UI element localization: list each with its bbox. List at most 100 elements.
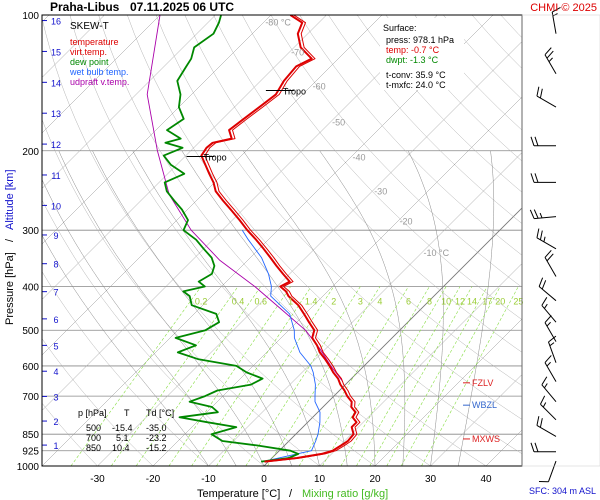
wind-barb-half xyxy=(539,212,543,219)
pressure-tick-label: 100 xyxy=(22,11,39,22)
pressure-tick-label: 400 xyxy=(22,283,39,294)
moist-adiabat xyxy=(58,150,265,466)
dry-adiabat xyxy=(213,15,522,353)
wind-barb-flag xyxy=(544,47,552,56)
temperature-line xyxy=(200,15,358,463)
mixing-ratio-line xyxy=(421,286,519,466)
mixing-ratio-line xyxy=(400,286,501,466)
altitude-tick-label: 13 xyxy=(51,109,61,119)
dry-adiabat xyxy=(98,15,487,466)
legend-dew-point: dew point xyxy=(70,57,109,67)
wind-barb-flag xyxy=(541,376,548,386)
wind-barb xyxy=(544,47,557,75)
wind-barb xyxy=(544,315,557,342)
dry-adiabat xyxy=(184,15,522,386)
mixing-ratio-label: 0.2 xyxy=(195,297,208,307)
wind-panel-frame xyxy=(521,14,600,467)
isotherm--60 xyxy=(42,15,383,356)
surface-tconv: t-conv: 35.9 °C xyxy=(386,70,446,80)
wind-barb xyxy=(536,86,557,108)
altitude-tick-label: 14 xyxy=(51,78,61,88)
table-row-500-td: -35.0 xyxy=(146,423,167,433)
mixing-ratio-line xyxy=(168,286,291,466)
pressure-tick-label: 300 xyxy=(22,226,39,237)
wind-barb-flag xyxy=(530,173,535,183)
temperature-tick-label: -30 xyxy=(90,474,105,485)
mixing-ratio-line xyxy=(216,286,334,466)
mixing-ratio-label: 6 xyxy=(406,297,411,307)
mixing-ratio-label: 25 xyxy=(513,297,523,307)
altitude-tick-label: 2 xyxy=(53,417,58,427)
pressure-tick-label: 850 xyxy=(22,430,39,441)
isotherm--50 xyxy=(42,15,438,411)
mixing-ratio-line xyxy=(386,286,488,466)
isotherm--10 xyxy=(208,152,522,466)
temperature-tick-label: -20 xyxy=(146,474,161,485)
wind-barb-flag xyxy=(534,173,539,183)
isotherm-0 xyxy=(263,207,522,466)
wind-barb-flag xyxy=(536,86,540,97)
wind-barb-flag xyxy=(536,416,540,426)
isotherm--40 xyxy=(42,15,494,466)
mixing-ratio-line xyxy=(245,286,361,466)
wind-barb xyxy=(544,250,557,277)
isotherm-label: -80 °C xyxy=(265,18,291,28)
level-label-wbzl: WBZL xyxy=(472,400,497,410)
wind-barb-flag xyxy=(530,442,535,452)
dry-adiabat xyxy=(42,402,98,466)
wind-barb xyxy=(538,277,557,302)
isotherm-label: -70 xyxy=(291,47,304,57)
wind-barb-half xyxy=(543,236,546,242)
mixing-ratio-label: 10 xyxy=(441,297,451,307)
tropopause-label: Tropo xyxy=(203,153,226,163)
wind-barb xyxy=(538,460,557,483)
altitude-tick-label: 16 xyxy=(51,17,61,27)
temperature-tick-label: 0 xyxy=(261,474,267,485)
wind-barb-flag xyxy=(534,442,539,452)
wind-barb-flag xyxy=(539,395,546,405)
altitude-tick-label: 15 xyxy=(51,47,61,57)
mixing-ratio-line xyxy=(267,286,381,466)
mixing-ratio-label: 8 xyxy=(427,297,432,307)
isotherm--90 xyxy=(42,15,216,189)
table-header-t: T xyxy=(124,408,130,418)
wind-barb xyxy=(530,173,556,183)
wind-barb xyxy=(529,209,557,220)
temperature-tick-label: 20 xyxy=(369,474,381,485)
wind-barb-half xyxy=(546,321,551,327)
altitude-tick-label: 8 xyxy=(53,260,58,270)
wind-barb-half xyxy=(546,361,551,367)
isotherm--30 xyxy=(97,41,522,466)
dry-adiabat xyxy=(127,15,522,455)
x-axis-title: Temperature [°C] / Mixing ratio [g/kg] xyxy=(197,488,388,500)
wind-barb xyxy=(536,228,557,250)
level-label-fzlv: FZLV xyxy=(472,378,493,388)
isotherm-label: -40 xyxy=(352,153,365,163)
altitude-tick-label: 9 xyxy=(53,231,58,241)
mixing-ratio-label: 4 xyxy=(377,297,382,307)
table-row-700-td: -23.2 xyxy=(146,433,167,443)
temperature-tick-label: -10 xyxy=(201,474,216,485)
mixing-ratio-label: 12 xyxy=(455,297,465,307)
wind-barb-flag xyxy=(544,355,552,363)
wind-barb-flag xyxy=(546,253,554,262)
pressure-tick-label: 500 xyxy=(22,326,39,337)
moist-adiabat xyxy=(242,150,376,466)
wind-barb-half xyxy=(542,402,547,408)
isotherm--100 xyxy=(42,15,161,134)
wind-barb xyxy=(541,297,557,323)
wet-bulb-line xyxy=(241,229,321,463)
mixing-ratio-label: 3 xyxy=(358,297,363,307)
dry-adiabat xyxy=(42,338,154,466)
mixing-ratio-line xyxy=(191,286,312,466)
mixing-ratio-line xyxy=(110,286,239,466)
altitude-tick-label: 1 xyxy=(53,441,58,451)
sfc-label: SFC: 304 m ASL xyxy=(529,486,596,496)
altitude-tick-label: 10 xyxy=(51,201,61,211)
wind-barb xyxy=(536,416,557,437)
pressure-tick-label: 925 xyxy=(22,447,39,458)
pressure-tick-label: 1000 xyxy=(17,462,40,473)
surface-info: Surface: press: 978.1 hPa temp: -0.7 °C … xyxy=(380,18,464,90)
temperature-tick-label: 10 xyxy=(314,474,326,485)
